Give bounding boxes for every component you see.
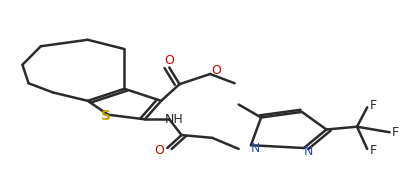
Text: S: S — [101, 109, 111, 123]
Text: F: F — [370, 144, 377, 157]
Text: F: F — [370, 99, 377, 112]
Text: N: N — [304, 145, 313, 158]
Text: NH: NH — [165, 113, 184, 126]
Text: O: O — [211, 64, 221, 77]
Text: O: O — [154, 144, 164, 157]
Text: N: N — [251, 142, 259, 155]
Text: F: F — [392, 126, 399, 139]
Text: O: O — [164, 54, 174, 67]
